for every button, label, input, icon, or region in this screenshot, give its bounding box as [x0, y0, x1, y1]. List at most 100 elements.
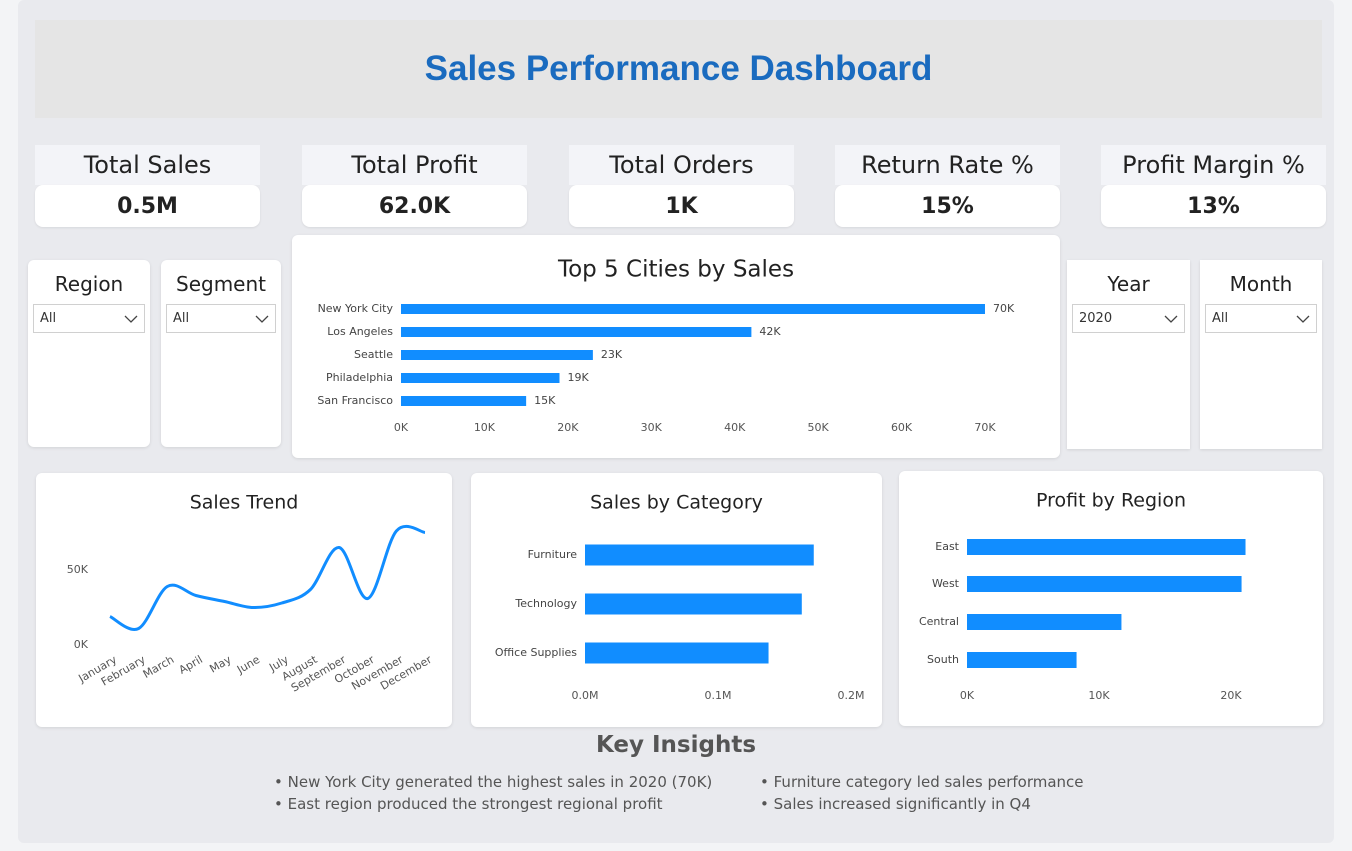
value-label: 42K [759, 325, 781, 338]
chart: Profit by Region 0K 10K 20K East West Central S… [919, 490, 1246, 702]
bar [401, 373, 560, 383]
chevron-path [1164, 315, 1178, 323]
kpi-value: 13% [1101, 185, 1326, 227]
dashboard-title: Sales Performance Dashboard [35, 20, 1322, 118]
filter-label: Month [1229, 272, 1293, 296]
kpi-card: Return Rate % 15% [835, 145, 1060, 227]
x-tick-label: 20K [1220, 689, 1242, 702]
value-label: 23K [601, 348, 623, 361]
x-tick-label: May [207, 653, 234, 676]
kpi-card: Profit Margin % 13% [1101, 145, 1326, 227]
x-tick-label: 30K [641, 421, 663, 434]
chart-title: Sales by Category [590, 492, 763, 514]
filter-card: Year 2020 [1067, 260, 1190, 449]
kpi-value: 62.0K [302, 185, 527, 227]
kpi-card: Total Sales 0.5M [35, 145, 260, 227]
dropdown-value: All [40, 311, 57, 326]
category-label: Seattle [354, 348, 393, 361]
category-label: Los Angeles [327, 325, 393, 338]
x-tick-label: April [177, 653, 205, 677]
chart-title: Profit by Region [1036, 490, 1186, 512]
y-tick-label: 0K [74, 638, 89, 651]
chevron-path [255, 315, 269, 323]
kpi-value: 0.5M [35, 185, 260, 227]
x-tick-label: March [141, 653, 177, 681]
kpi-card: Total Orders 1K [569, 145, 794, 227]
chevron-path [124, 315, 138, 323]
insights-title: Key Insights [595, 732, 757, 758]
kpi-value: 15% [835, 185, 1060, 227]
bar [585, 544, 814, 566]
x-tick-label: 50K [808, 421, 830, 434]
bar [967, 539, 1246, 555]
dropdown[interactable]: All [33, 304, 145, 333]
chevron [1164, 315, 1178, 323]
dropdown[interactable]: 2020 [1072, 304, 1185, 333]
bar [967, 576, 1242, 592]
category-label: Furniture [528, 548, 578, 561]
category-label: New York City [318, 302, 394, 315]
chevron [255, 315, 269, 323]
x-tick-label: 20K [557, 421, 579, 434]
kpi-label: Total Orders [569, 145, 794, 185]
filter-card: Segment All [161, 260, 281, 447]
x-tick-label: 0K [394, 421, 409, 434]
bar [401, 304, 985, 314]
chevron-path [1296, 315, 1310, 323]
category-label: Technology [514, 597, 577, 610]
chart: Top 5 Cities by Sales 0K 10K 20K 30K 40K 50K 60… [317, 257, 1015, 435]
chart-card: Sales Trend 0K 50K January February March Apri… [36, 473, 452, 727]
value-label: 70K [993, 302, 1015, 315]
x-tick-label: 40K [724, 421, 746, 434]
y-tick-label: 50K [67, 563, 89, 576]
dropdown-value: All [1212, 311, 1229, 326]
insight: Furniture category led sales performance [760, 773, 1084, 791]
dropdown[interactable]: All [1205, 304, 1317, 333]
category-label: Philadelphia [326, 371, 393, 384]
x-tick-label: 10K [474, 421, 496, 434]
bar [585, 642, 769, 664]
category-label: San Francisco [317, 394, 393, 407]
kpi-label: Return Rate % [835, 145, 1060, 185]
bar [585, 593, 802, 615]
kpi-value: 1K [569, 185, 794, 227]
bar [967, 652, 1077, 668]
dropdown-value: All [173, 311, 190, 326]
x-tick-label: 0.0M [572, 689, 599, 702]
insight: East region produced the strongest regio… [274, 795, 663, 813]
dropdown[interactable]: All [166, 304, 276, 333]
category-label: East [935, 540, 959, 553]
category-label: Office Supplies [495, 646, 577, 659]
chart-title: Sales Trend [190, 492, 299, 514]
x-tick-label: 0.2M [838, 689, 865, 702]
line [109, 525, 426, 631]
kpi-label: Total Profit [302, 145, 527, 185]
chart-card: Profit by Region 0K 10K 20K East West Central S… [899, 471, 1323, 726]
x-tick-label: 0.1M [705, 689, 732, 702]
bar [401, 327, 752, 337]
x-tick-label: June [234, 653, 262, 677]
x-tick-label: 70K [974, 421, 996, 434]
dropdown-value: 2020 [1079, 311, 1113, 326]
kpi-label: Profit Margin % [1101, 145, 1326, 185]
bar [967, 614, 1122, 630]
category-label: Central [919, 615, 959, 628]
category-label: West [932, 577, 960, 590]
insight: New York City generated the highest sale… [274, 773, 713, 791]
x-tick-label: 60K [891, 421, 913, 434]
chart-title: Top 5 Cities by Sales [557, 257, 794, 283]
kpi-label: Total Sales [35, 145, 260, 185]
chevron [124, 315, 138, 323]
chart-card: Top 5 Cities by Sales 0K 10K 20K 30K 40K 50K 60… [292, 235, 1060, 458]
chart-card: Sales by Category 0.0M 0.1M 0.2M Furniture Te… [471, 473, 882, 727]
filter-card: Month All [1200, 260, 1322, 449]
filter-label: Year [1107, 272, 1150, 296]
insight: Sales increased significantly in Q4 [760, 795, 1031, 813]
chevron [1296, 315, 1310, 323]
chart: Sales by Category 0.0M 0.1M 0.2M Furniture Te… [495, 492, 865, 703]
filter-label: Region [54, 272, 124, 296]
value-label: 15K [534, 394, 556, 407]
bar [401, 350, 593, 360]
